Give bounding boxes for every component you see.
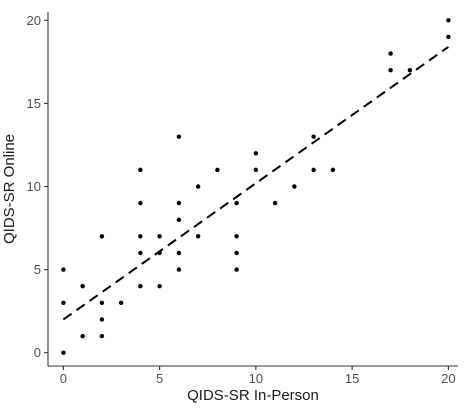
data-point — [176, 250, 182, 256]
y-axis-ticks: 0 5 10 15 20 — [27, 13, 48, 360]
data-point — [138, 250, 143, 256]
axes — [47, 12, 458, 367]
y-tick-label: 10 — [27, 179, 41, 194]
data-point — [195, 184, 201, 189]
data-point — [234, 200, 239, 206]
y-tick-label: 15 — [27, 96, 41, 111]
data-point — [176, 200, 182, 206]
y-axis-label: QIDS-SR Online — [1, 134, 18, 244]
data-point — [388, 51, 393, 56]
data-point — [292, 184, 297, 189]
y-tick-label: 0 — [34, 345, 41, 360]
x-axis-label: QIDS-SR In-Person — [187, 387, 319, 404]
data-point — [118, 300, 124, 306]
x-tick-label: 5 — [156, 371, 163, 386]
data-point — [80, 333, 85, 339]
data-point — [99, 234, 105, 239]
x-tick-label: 20 — [441, 371, 455, 386]
data-point — [61, 267, 66, 272]
data-point — [176, 134, 182, 139]
data-point — [253, 167, 259, 173]
trend-line — [62, 46, 449, 321]
data-point — [253, 151, 259, 156]
x-tick-label: 15 — [345, 371, 359, 386]
data-point — [138, 284, 143, 289]
y-tick-label: 5 — [34, 262, 41, 277]
data-point — [61, 350, 66, 355]
x-axis-ticks: 0 5 10 15 20 — [60, 366, 456, 386]
data-point — [272, 200, 278, 206]
x-tick-label: 0 — [60, 371, 67, 386]
data-point — [407, 67, 413, 73]
data-point — [176, 267, 182, 272]
data-point — [446, 34, 451, 40]
data-point — [234, 250, 239, 256]
data-point — [330, 167, 336, 173]
data-point — [80, 284, 85, 289]
data-point — [446, 18, 451, 23]
data-point — [99, 333, 105, 339]
data-point — [61, 300, 66, 306]
data-point — [138, 167, 143, 173]
data-point — [234, 267, 239, 272]
data-point — [99, 317, 105, 322]
data-point — [311, 134, 316, 139]
y-tick-label: 20 — [27, 13, 41, 28]
data-point — [195, 234, 201, 239]
data-points — [61, 18, 451, 355]
data-point — [138, 200, 143, 206]
data-point — [138, 234, 143, 239]
data-point — [99, 300, 105, 306]
data-point — [157, 234, 162, 239]
data-point — [157, 250, 162, 256]
data-point — [234, 234, 239, 239]
data-point — [157, 284, 162, 289]
data-point — [311, 167, 316, 173]
data-point — [176, 217, 182, 222]
data-point — [388, 67, 393, 73]
data-point — [215, 167, 220, 173]
x-tick-label: 10 — [249, 371, 263, 386]
